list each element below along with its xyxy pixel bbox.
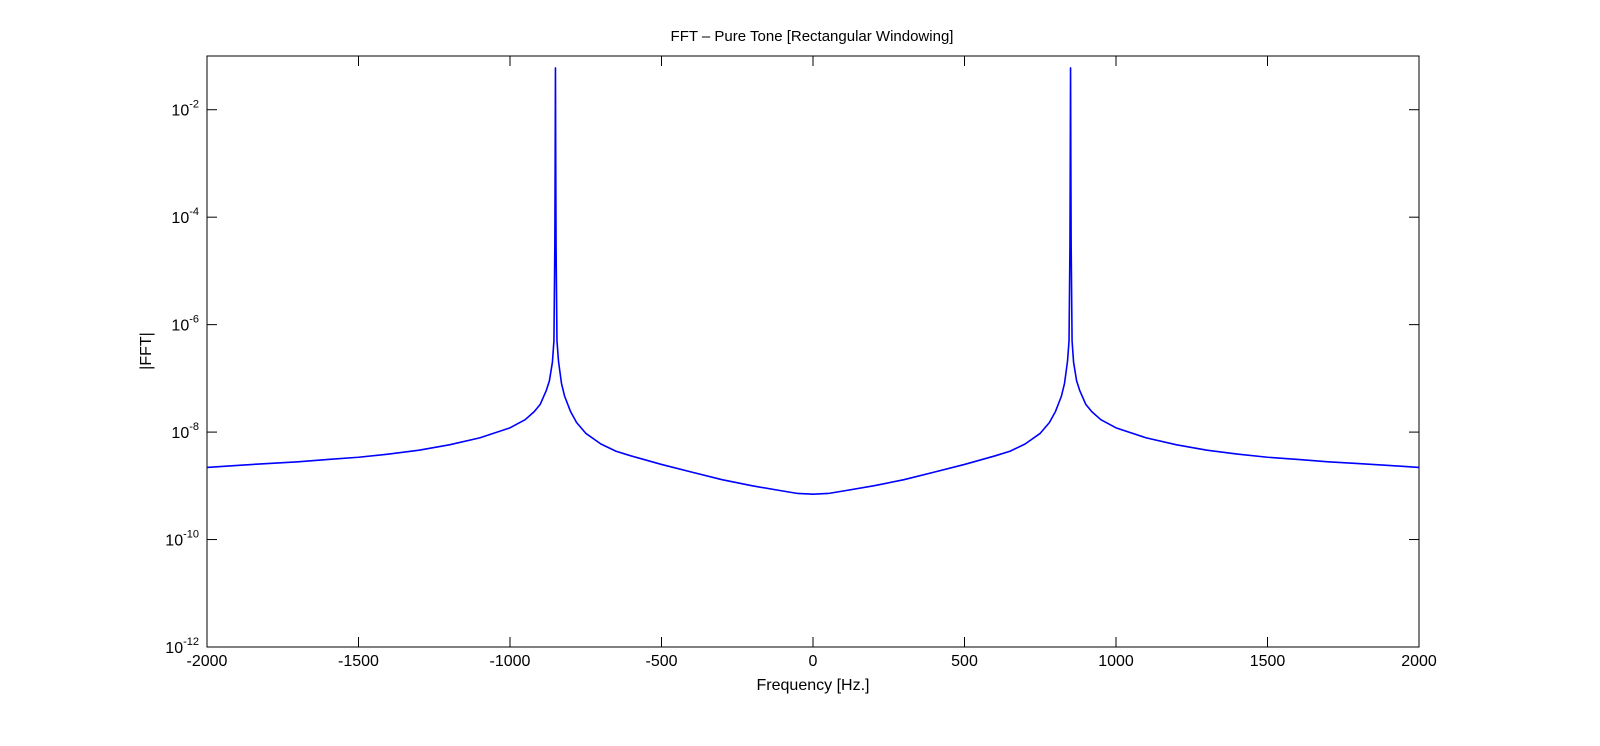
x-tick-label: 1000: [1098, 653, 1134, 670]
y-tick-label-base: 10: [165, 640, 183, 657]
y-tick-label-exponent: -8: [189, 421, 199, 433]
y-tick-label: 10-4: [171, 206, 199, 227]
x-tick-label: -1500: [338, 653, 379, 670]
y-tick-label-base: 10: [165, 533, 183, 550]
plot-area-frame: [206, 55, 1420, 648]
series-line: [206, 67, 1420, 495]
y-axis-label: |FFT|: [138, 332, 155, 370]
y-tick-label-base: 10: [171, 318, 189, 335]
y-tick-label: 10-10: [165, 529, 199, 550]
y-tick-label-exponent: -6: [189, 314, 199, 326]
y-tick-label-exponent: -10: [183, 529, 199, 541]
x-tick-label: -1000: [490, 653, 531, 670]
x-tick-label: 1500: [1250, 653, 1286, 670]
y-tick-label-exponent: -4: [189, 206, 199, 218]
y-tick-label: 10-12: [165, 636, 199, 657]
x-tick-label: -2000: [187, 653, 228, 670]
y-tick-label-base: 10: [171, 425, 189, 442]
series-group: [206, 67, 1420, 495]
x-axis-label: Frequency [Hz.]: [757, 677, 870, 694]
y-tick-label-base: 10: [171, 103, 189, 120]
x-axis-ticks: -2000 -1500 -1000 -500 0 500 1000 1500 2000: [187, 56, 1437, 670]
y-tick-label: 10-6: [171, 314, 199, 335]
x-tick-label: 500: [951, 653, 978, 670]
y-tick-label-base: 10: [171, 210, 189, 227]
x-tick-label: -500: [645, 653, 677, 670]
chart-title: FFT – Pure Tone [Rectangular Windowing]: [671, 28, 954, 45]
y-tick-label-exponent: -2: [189, 99, 199, 111]
y-tick-label: 10-8: [171, 421, 199, 442]
y-tick-label-exponent: -12: [183, 636, 199, 648]
x-tick-label: 0: [809, 653, 818, 670]
y-tick-label: 10-2: [171, 99, 199, 120]
x-tick-label: 2000: [1401, 653, 1437, 670]
